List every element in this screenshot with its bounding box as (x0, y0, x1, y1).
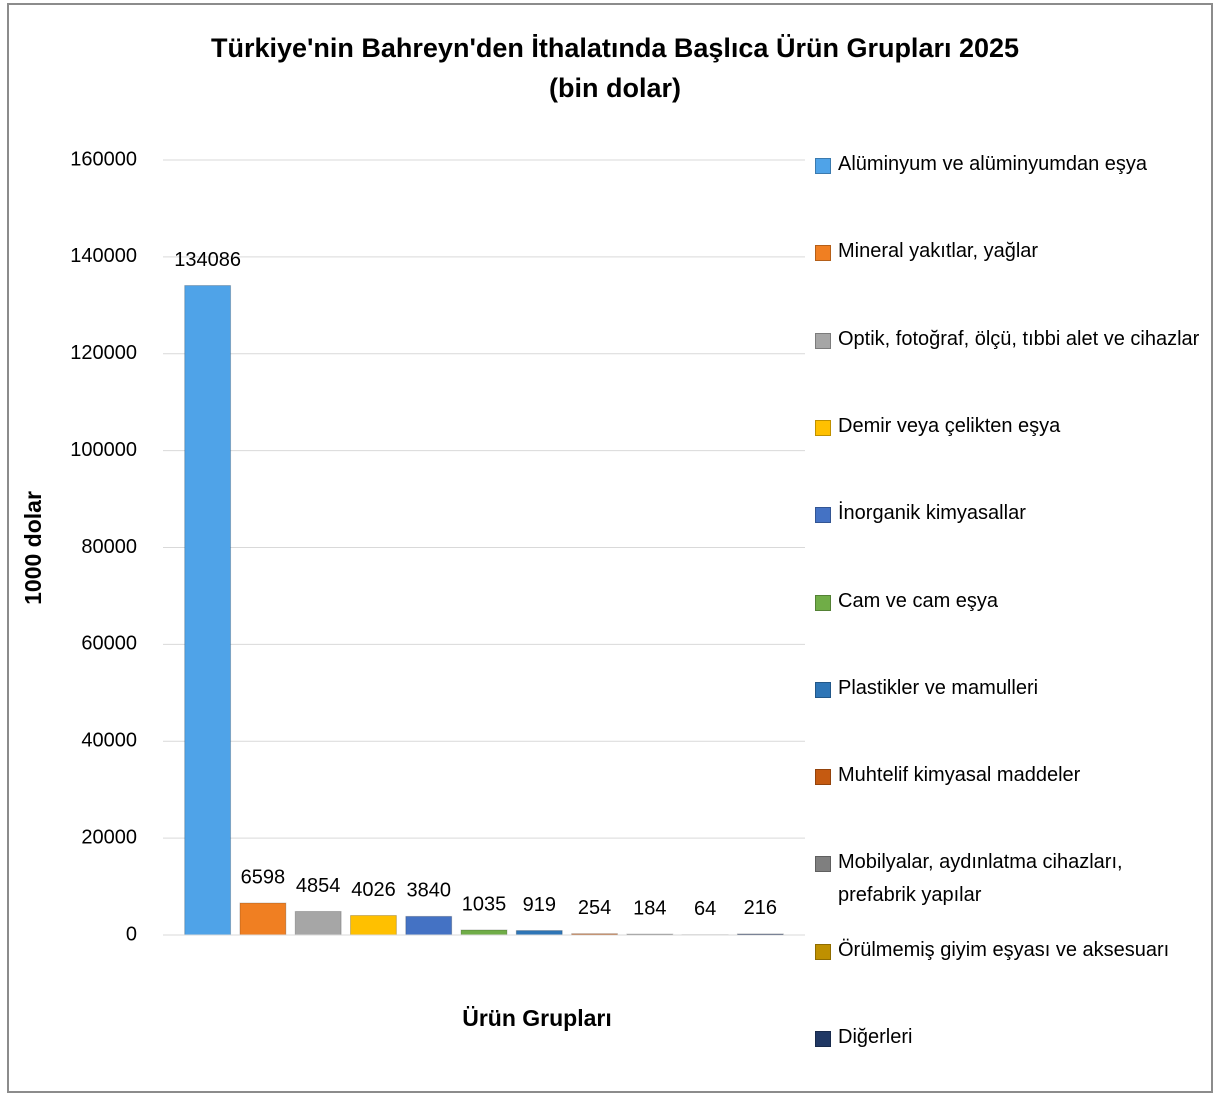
legend-item: Alüminyum ve alüminyumdan eşya (815, 148, 1205, 181)
y-tick-label: 100000 (70, 439, 137, 461)
bar (350, 914, 397, 936)
data-label: 184 (633, 897, 666, 919)
y-tick-label: 160000 (70, 148, 137, 170)
y-tick-label: 40000 (81, 730, 137, 752)
bar (294, 910, 342, 936)
legend-label: Alüminyum ve alüminyumdan eşya (838, 153, 1148, 175)
data-label: 1035 (462, 893, 507, 915)
legend-item: Örülmemiş giyim eşyası ve aksesuarı (815, 934, 1205, 967)
legend-swatch (815, 507, 831, 524)
chart-title: (bin dolar) (549, 73, 681, 103)
legend-swatch (815, 943, 831, 960)
data-label: 216 (744, 897, 777, 919)
x-axis-title: Ürün Grupları (462, 1005, 612, 1031)
y-tick-label: 60000 (81, 633, 137, 655)
legend-item: İnorganik kimyasallar (815, 497, 1205, 530)
y-tick-label: 0 (126, 923, 137, 945)
legend-item: Demir veya çelikten eşya (815, 410, 1205, 443)
y-tick-label: 140000 (70, 245, 137, 267)
y-tick-label: 80000 (81, 536, 137, 558)
legend-swatch (815, 769, 831, 786)
legend-label: İnorganik kimyasallar (838, 502, 1026, 525)
legend-swatch (815, 245, 831, 262)
data-label: 134086 (174, 249, 241, 271)
data-label: 4026 (351, 879, 396, 901)
data-label: 6598 (241, 866, 286, 888)
y-axis-title: 1000 dolar (20, 491, 46, 605)
legend-label: Diğerleri (838, 1026, 913, 1048)
legend-label: Mobilyalar, aydınlatma cihazları, prefab… (838, 851, 1123, 907)
legend-item: Diğerleri (815, 1021, 1205, 1054)
legend-swatch (815, 419, 831, 436)
bar (239, 902, 287, 936)
legend-label: Demir veya çelikten eşya (838, 414, 1061, 437)
legend-item: Cam ve cam eşya (815, 585, 1205, 618)
legend-label: Plastikler ve mamulleri (838, 676, 1039, 699)
legend-swatch (815, 856, 831, 873)
data-label: 254 (578, 897, 611, 919)
legend-swatch (815, 594, 831, 611)
data-label: 3840 (406, 880, 451, 902)
legend-label: Optik, fotoğraf, ölçü, tıbbi alet ve cih… (838, 327, 1200, 350)
legend-swatch (815, 681, 831, 698)
legend-item: Mobilyalar, aydınlatma cihazları, prefab… (815, 846, 1205, 912)
chart-title: Türkiye'nin Bahreyn'den İthalatında Başl… (211, 33, 1019, 63)
data-label: 4854 (296, 875, 341, 897)
y-tick-label: 20000 (81, 826, 137, 848)
legend-item: Optik, fotoğraf, ölçü, tıbbi alet ve cih… (815, 323, 1205, 356)
legend-item: Mineral yakıtlar, yağlar (815, 235, 1205, 268)
bar (405, 915, 453, 936)
bar (184, 285, 232, 936)
data-label: 919 (523, 894, 556, 916)
data-label: 64 (694, 898, 716, 920)
legend-label: Örülmemiş giyim eşyası ve aksesuarı (838, 938, 1170, 961)
legend-label: Muhtelif kimyasal maddeler (838, 764, 1081, 787)
legend-swatch (815, 158, 831, 174)
legend-item: Muhtelif kimyasal maddeler (815, 759, 1205, 792)
legend-swatch (815, 332, 831, 349)
y-tick-label: 120000 (70, 342, 137, 364)
legend-item: Plastikler ve mamulleri (815, 672, 1205, 705)
legend-swatch (815, 1031, 831, 1047)
bar (515, 930, 563, 936)
legend-label: Mineral yakıtlar, yağlar (838, 240, 1039, 263)
bar (460, 929, 508, 936)
legend-label: Cam ve cam eşya (838, 589, 999, 612)
